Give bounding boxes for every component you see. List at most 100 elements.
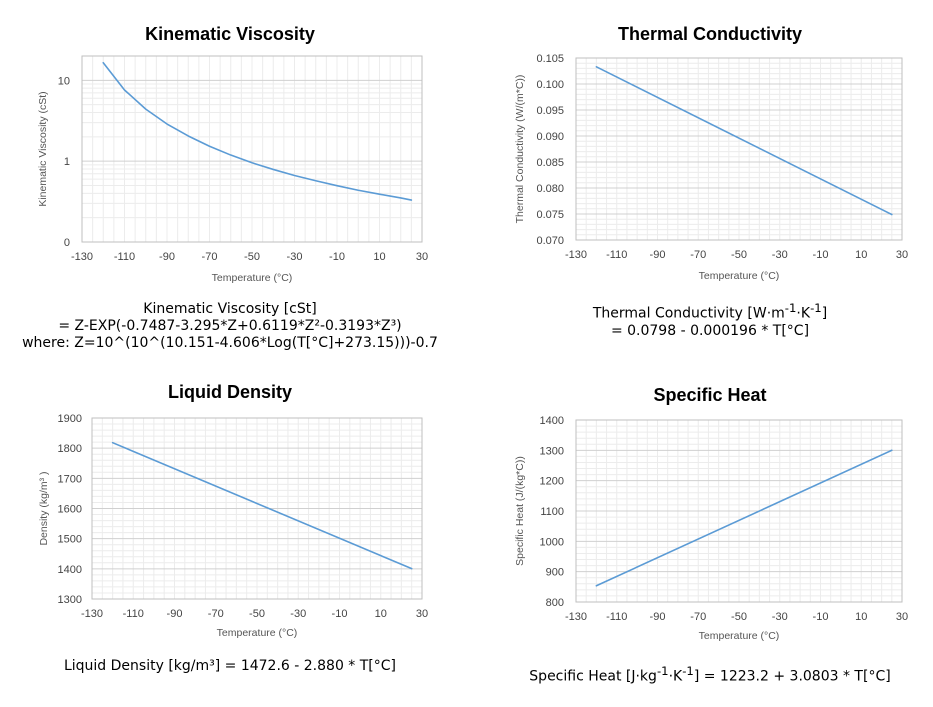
- y-tick-label: 1: [64, 156, 70, 168]
- density-chart: -130 -110 -90 -70 -50 -30 -10 10 30 1300 1400 1500 1…: [38, 413, 428, 639]
- y-tick-label: 1900: [58, 413, 82, 425]
- x-tick-label: -30: [772, 611, 788, 623]
- conductivity-equation-line-1: Thermal Conductivity [W·m-1·K-1]: [500, 300, 920, 323]
- density-equation: Liquid Density [kg/m³] = 1472.6 - 2.880 …: [20, 658, 440, 675]
- x-tick-label: 10: [375, 608, 387, 620]
- x-tick-label: -90: [650, 611, 666, 623]
- x-tick-label: -130: [565, 249, 587, 261]
- x-tick-label: -30: [772, 249, 788, 261]
- viscosity-equation-line-3: where: Z=10^(10^(10.151-4.606*Log(T[°C]+…: [22, 335, 438, 351]
- y-tick-label: 1400: [58, 564, 82, 576]
- x-tick-label: -70: [690, 249, 706, 261]
- y-tick-label: 800: [546, 597, 564, 609]
- conductivity-eq-b: ·K: [796, 305, 811, 322]
- y-tick-label: 0.075: [536, 209, 564, 221]
- y-tick-label: 1300: [540, 445, 564, 457]
- heat-chart-title: Specific Heat: [653, 385, 767, 405]
- x-tick-label: 30: [896, 249, 908, 261]
- viscosity-equation-line-2: = Z-EXP(-0.7487-3.295*Z+0.6119*Z²-0.3193…: [58, 318, 402, 334]
- conductivity-eq-sup2: -1: [810, 301, 822, 315]
- heat-equation-line-1: Specific Heat [J·kg-1·K-1] = 1223.2 + 3.…: [500, 663, 920, 686]
- conductivity-chart: -130 -110 -90 -70 -50 -30 -10 10 30 0.070 0.075 0.0…: [514, 53, 908, 282]
- conductivity-equation: Thermal Conductivity [W·m-1·K-1] = 0.079…: [500, 300, 920, 340]
- y-tick-label: 1100: [540, 506, 564, 518]
- series-line: [102, 61, 413, 201]
- x-tick-label: 30: [896, 611, 908, 623]
- x-tick-label: -30: [287, 251, 303, 263]
- x-axis-label: Temperature (°C): [217, 627, 298, 639]
- series-line: [595, 66, 893, 216]
- viscosity-chart-title: Kinematic Viscosity: [145, 24, 315, 44]
- x-tick-label: 10: [855, 611, 867, 623]
- y-tick-label: 0.085: [536, 157, 564, 169]
- x-tick-label: -30: [290, 608, 306, 620]
- heat-eq-sup2: -1: [682, 664, 694, 678]
- x-tick-label: -130: [71, 251, 93, 263]
- y-tick-label: 1300: [58, 594, 82, 606]
- viscosity-chart: -130 -110 -90 -70 -50 -30 -10 10 30 0 1 10 Temperatu…: [37, 55, 428, 284]
- x-tick-label: -10: [813, 611, 829, 623]
- x-tick-label: 10: [373, 251, 385, 263]
- series-line: [111, 441, 413, 570]
- plot-area-border: [575, 57, 903, 241]
- x-tick-label: -10: [329, 251, 345, 263]
- density-equation-line-1: Liquid Density [kg/m³] = 1472.6 - 2.880 …: [63, 658, 397, 674]
- x-axis-label: Temperature (°C): [699, 270, 780, 282]
- y-axis-label: Thermal Conductivity (W/(m*C)): [514, 75, 526, 224]
- y-tick-label: 1600: [58, 504, 82, 516]
- plot-area-border: [575, 419, 903, 603]
- plot-area-border: [81, 55, 423, 243]
- x-tick-label: -50: [731, 611, 747, 623]
- viscosity-equation-line-1: Kinematic Viscosity [cSt]: [143, 301, 317, 317]
- y-tick-label: 0.080: [536, 183, 564, 195]
- y-axis-label: Specific Heat (J/(kg*C)): [514, 456, 526, 566]
- x-tick-label: 30: [416, 608, 428, 620]
- x-axis-label: Temperature (°C): [212, 272, 293, 284]
- y-tick-label: 1000: [540, 536, 564, 548]
- y-tick-label: 0.100: [536, 79, 564, 91]
- conductivity-eq-a: Thermal Conductivity [W·m: [592, 305, 785, 322]
- y-tick-label: 0: [64, 237, 70, 249]
- conductivity-eq-sup1: -1: [784, 301, 797, 315]
- x-tick-label: -90: [167, 608, 183, 620]
- x-tick-label: -130: [81, 608, 103, 620]
- x-tick-label: -90: [650, 249, 666, 261]
- x-axis-label: Temperature (°C): [699, 630, 780, 642]
- x-tick-label: -10: [332, 608, 348, 620]
- x-tick-label: -110: [114, 251, 135, 263]
- heat-eq-a: Specific Heat [J·kg: [529, 668, 657, 685]
- y-tick-label: 0.090: [536, 131, 564, 143]
- conductivity-equation-line-2: = 0.0798 - 0.000196 * T[°C]: [610, 322, 810, 339]
- x-tick-label: -110: [606, 249, 627, 261]
- conductivity-chart-title: Thermal Conductivity: [617, 24, 803, 44]
- x-tick-label: -130: [565, 611, 587, 623]
- y-tick-label: 900: [546, 567, 564, 579]
- x-tick-label: -110: [606, 611, 627, 623]
- plot-area-border: [91, 417, 423, 600]
- y-tick-label: 0.070: [536, 235, 564, 247]
- x-tick-label: -70: [690, 611, 706, 623]
- heat-eq-b: ·K: [668, 668, 683, 685]
- y-axis-label: Density (kg/m³ ): [38, 471, 50, 545]
- x-tick-label: -50: [731, 249, 747, 261]
- y-tick-label: 0.095: [536, 105, 564, 117]
- x-tick-label: -50: [249, 608, 265, 620]
- y-tick-label: 1700: [58, 473, 82, 485]
- y-axis-label: Kinematic Viscosity (cSt): [37, 91, 49, 206]
- x-tick-label: 30: [416, 251, 428, 263]
- y-tick-label: 1400: [540, 415, 564, 427]
- x-tick-label: -70: [208, 608, 224, 620]
- heat-eq-sup1: -1: [656, 664, 669, 678]
- x-tick-label: -110: [123, 608, 144, 620]
- y-tick-label: 1800: [58, 443, 82, 455]
- y-tick-label: 1500: [58, 534, 82, 546]
- x-tick-label: -10: [813, 249, 829, 261]
- heat-equation: Specific Heat [J·kg-1·K-1] = 1223.2 + 3.…: [500, 663, 920, 686]
- conductivity-eq-c: ]: [821, 305, 828, 322]
- x-tick-label: -50: [244, 251, 260, 263]
- viscosity-equation: Kinematic Viscosity [cSt] = Z-EXP(-0.748…: [20, 301, 440, 352]
- series-line: [595, 449, 893, 587]
- x-tick-label: 10: [855, 249, 867, 261]
- y-tick-label: 0.105: [536, 53, 564, 65]
- x-tick-label: -90: [159, 251, 175, 263]
